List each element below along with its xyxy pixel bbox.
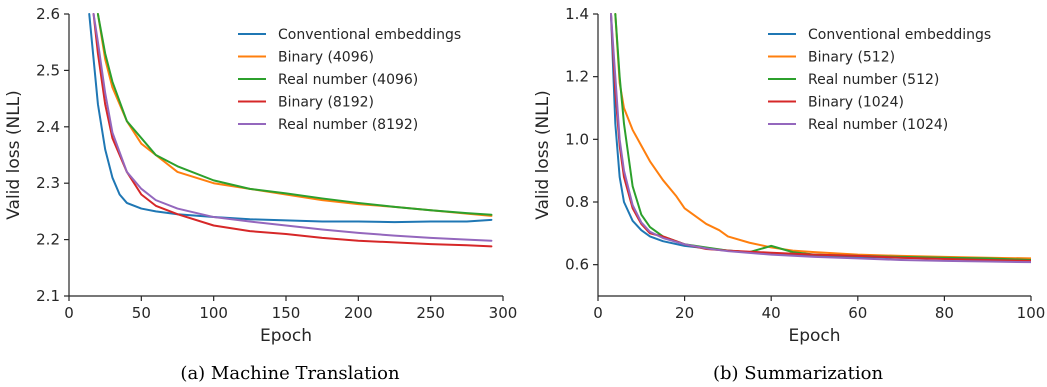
chart-panel-machine-translation: 0 50 100 150 200 250 300 2.1 2.2 2.3 2.4 2.5 2.6 Epoc… <box>4 5 517 384</box>
y-tick-label: 2.4 <box>36 118 60 136</box>
x-tick-label: 0 <box>593 304 603 322</box>
legend-label: Binary (8192) <box>278 95 374 111</box>
x-tick-label: 250 <box>416 304 445 322</box>
figure-caption: (b) Summarization <box>713 363 883 384</box>
x-tick-label: 0 <box>64 304 74 322</box>
series-line-3 <box>96 13 493 216</box>
y-tick-label: 2.1 <box>36 287 60 305</box>
series-line-5 <box>92 13 493 242</box>
y-axis-label: Valid loss (NLL) <box>4 90 24 220</box>
series-line-4 <box>92 13 493 248</box>
series-line-5 <box>609 13 1031 264</box>
legend: Conventional embeddings Binary (512) Real … <box>768 27 991 133</box>
chart-panel-summarization: 0 20 40 60 80 100 0.6 0.8 1.0 1.2 1.4 Epoch Valid lo… <box>533 5 1045 384</box>
y-axis-label: Valid loss (NLL) <box>533 90 553 220</box>
x-tick-label: 20 <box>675 304 694 322</box>
y-tick-label: 1.2 <box>565 68 589 86</box>
y-tick-label: 0.8 <box>565 193 589 211</box>
legend-label: Real number (512) <box>808 72 939 88</box>
series-line-2 <box>96 13 493 217</box>
x-tick-label: 40 <box>762 304 781 322</box>
y-tick-label: 0.6 <box>565 256 589 274</box>
y-tick-label: 2.6 <box>36 5 60 23</box>
legend-label: Binary (4096) <box>278 50 374 66</box>
x-tick-label: 300 <box>489 304 518 322</box>
x-tick-label: 60 <box>848 304 867 322</box>
legend-label: Real number (4096) <box>278 72 418 88</box>
legend-label: Binary (1024) <box>808 95 904 111</box>
legend-label: Conventional embeddings <box>278 27 461 43</box>
x-tick-label: 200 <box>344 304 373 322</box>
legend-label: Conventional embeddings <box>808 27 991 43</box>
plot-area <box>609 13 1031 264</box>
y-tick-label: 2.5 <box>36 61 60 79</box>
x-tick-label: 80 <box>935 304 954 322</box>
x-axis-label: Epoch <box>260 326 312 346</box>
x-tick-label: 150 <box>272 304 301 322</box>
series-line-2 <box>614 13 1031 260</box>
y-tick-label: 2.2 <box>36 231 60 249</box>
x-axis-label: Epoch <box>788 326 840 346</box>
figure-caption: (a) Machine Translation <box>180 363 400 384</box>
x-tick-label: 50 <box>132 304 151 322</box>
legend-label: Real number (1024) <box>808 117 948 133</box>
legend-label: Binary (512) <box>808 50 895 66</box>
legend: Conventional embeddings Binary (4096) Real… <box>238 27 461 133</box>
legend-label: Real number (8192) <box>278 117 418 133</box>
x-tick-label: 100 <box>1017 304 1046 322</box>
y-tick-label: 1.0 <box>565 130 589 148</box>
y-tick-label: 1.4 <box>565 5 589 23</box>
y-tick-label: 2.3 <box>36 174 60 192</box>
plot-area <box>88 13 493 248</box>
x-tick-label: 100 <box>199 304 228 322</box>
